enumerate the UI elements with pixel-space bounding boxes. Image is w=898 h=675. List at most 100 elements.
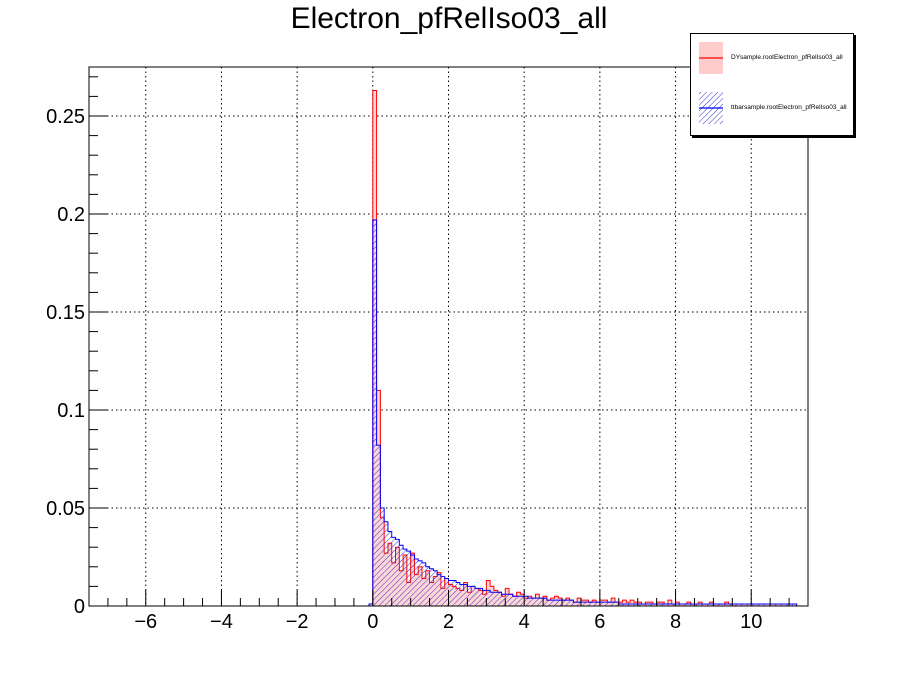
histogram-bar bbox=[497, 592, 502, 606]
histogram-bar bbox=[789, 604, 793, 606]
legend-label-ttbar: ttbarsample.rootElectron_pfRelIso03_all bbox=[731, 104, 847, 111]
histogram-bar bbox=[679, 604, 684, 606]
y-tick-label: 0.1 bbox=[57, 400, 85, 422]
histogram-bar bbox=[580, 602, 585, 606]
histogram-bar bbox=[399, 545, 404, 606]
histogram-bar bbox=[562, 600, 566, 606]
y-tick-label: 0.05 bbox=[46, 498, 85, 520]
histogram-bar bbox=[615, 602, 619, 606]
histogram-bar bbox=[732, 604, 737, 606]
histogram-bar bbox=[516, 596, 521, 606]
histogram-bar bbox=[728, 604, 733, 606]
histogram-bar bbox=[724, 604, 729, 606]
histogram-bar bbox=[739, 604, 744, 606]
histogram-bar bbox=[509, 594, 513, 606]
histogram-bar bbox=[369, 604, 373, 606]
histogram-bar bbox=[770, 604, 774, 606]
y-tick-label: 0.15 bbox=[46, 302, 85, 324]
histogram-bar bbox=[622, 600, 627, 606]
histogram-bar bbox=[395, 539, 400, 606]
y-tick-label: 0 bbox=[74, 596, 85, 618]
histogram-bar bbox=[569, 600, 574, 606]
histogram-bar bbox=[558, 600, 563, 606]
histogram-bar bbox=[482, 590, 487, 606]
histogram-bar bbox=[667, 604, 672, 606]
histogram-bar bbox=[683, 604, 687, 606]
histogram-bar bbox=[414, 558, 419, 606]
histogram-bar bbox=[675, 604, 680, 606]
histogram-bar bbox=[539, 598, 544, 606]
histogram-bar bbox=[702, 604, 706, 606]
histogram-bar bbox=[456, 582, 460, 606]
histogram-bar bbox=[422, 562, 426, 606]
histogram-bar bbox=[425, 566, 430, 606]
histogram-bar bbox=[630, 604, 634, 606]
histogram-bar bbox=[758, 604, 763, 606]
histogram-bar bbox=[543, 598, 547, 606]
histogram-bar bbox=[698, 604, 703, 606]
axis-ticks bbox=[88, 76, 809, 607]
histogram-bar bbox=[433, 570, 438, 606]
histogram-bar bbox=[565, 600, 570, 606]
histogram-bar bbox=[527, 598, 532, 606]
histogram-bar bbox=[618, 604, 623, 606]
histogram-bar bbox=[720, 604, 725, 606]
x-tick-label: 10 bbox=[740, 611, 762, 633]
legend-swatch-ttbar bbox=[699, 92, 723, 124]
histogram-bar bbox=[380, 508, 385, 606]
plot-frame bbox=[88, 66, 809, 607]
histogram-bar bbox=[501, 594, 506, 606]
histogram-bar bbox=[459, 584, 464, 606]
histogram-bar bbox=[652, 604, 657, 606]
histogram-bar bbox=[474, 588, 479, 606]
x-tick-label: −4 bbox=[210, 611, 233, 633]
histogram-bar bbox=[493, 592, 498, 606]
histogram-bar bbox=[376, 445, 381, 606]
histogram-bar bbox=[372, 219, 377, 606]
histogram-bar bbox=[478, 588, 483, 606]
histogram-bar bbox=[664, 604, 668, 606]
histogram-bar bbox=[467, 586, 472, 606]
histogram-bar bbox=[694, 604, 699, 606]
histogram-bar bbox=[403, 549, 407, 606]
x-tick-label: −2 bbox=[286, 611, 309, 633]
legend-label-dy: DYsample.rootElectron_pfRelIso03_all bbox=[731, 54, 843, 61]
x-tick-label: 2 bbox=[443, 611, 454, 633]
histogram-bar bbox=[641, 604, 646, 606]
histogram-bar bbox=[596, 602, 600, 606]
histogram-bar bbox=[550, 600, 555, 606]
histogram-bar bbox=[626, 604, 631, 606]
histogram-bar bbox=[592, 602, 597, 606]
histogram-bar bbox=[709, 604, 714, 606]
histogram-bar bbox=[637, 604, 642, 606]
histogram-bar bbox=[554, 600, 559, 606]
histogram-bar bbox=[785, 604, 790, 606]
histogram-bar bbox=[603, 602, 608, 606]
histogram-bar bbox=[747, 604, 752, 606]
histogram-bar bbox=[531, 598, 536, 606]
histogram-bar bbox=[792, 604, 797, 606]
histogram-bar bbox=[505, 594, 510, 606]
histogram-bar bbox=[607, 602, 612, 606]
histogram-bar bbox=[667, 600, 672, 606]
grid-lines bbox=[89, 67, 808, 607]
histogram-bar bbox=[512, 596, 517, 606]
chart-title: Electron_pfRelIso03_all bbox=[290, 2, 608, 35]
histogram-bar bbox=[387, 531, 392, 606]
histogram-bar bbox=[471, 586, 475, 606]
histogram-bar bbox=[773, 604, 778, 606]
histogram-outline bbox=[89, 90, 808, 607]
histogram-bar bbox=[391, 537, 396, 606]
x-tick-label: 8 bbox=[670, 611, 681, 633]
histogram-bar bbox=[690, 604, 695, 606]
histogram-bar bbox=[406, 551, 411, 606]
histogram-bar bbox=[437, 574, 441, 606]
histogram-bar bbox=[486, 590, 491, 606]
histogram-outline bbox=[89, 219, 808, 607]
histogram-bar bbox=[777, 604, 782, 606]
histogram-bar bbox=[384, 521, 388, 606]
histogram-bar bbox=[736, 604, 740, 606]
histogram-bar bbox=[645, 604, 650, 606]
histogram-bar bbox=[766, 604, 771, 606]
